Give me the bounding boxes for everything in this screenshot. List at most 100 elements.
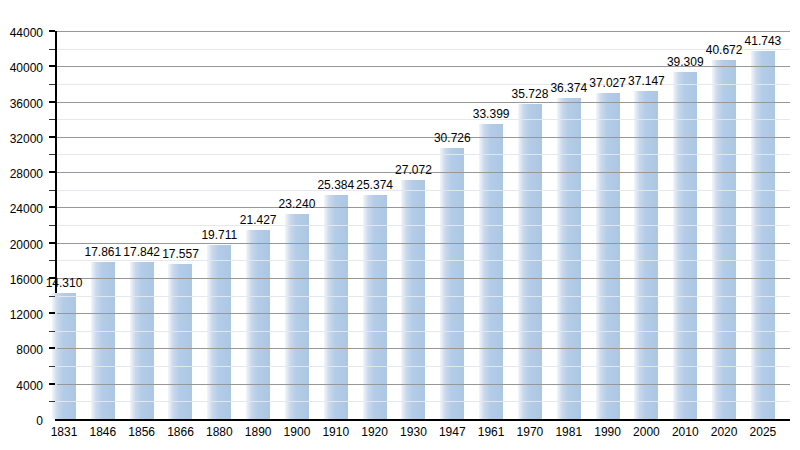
bar	[363, 195, 387, 419]
gridline-major	[57, 137, 790, 138]
y-axis-tick	[49, 101, 55, 103]
y-axis-labels: 0400080001200016000200002400028000320003…	[0, 31, 47, 421]
bar	[634, 91, 658, 419]
y-axis-tick	[49, 49, 55, 50]
y-axis-tick	[49, 331, 55, 332]
x-axis-tick-label: 1920	[361, 426, 388, 438]
y-axis-tick-label: 8000	[16, 344, 43, 356]
bar-value-label: 37.027	[589, 77, 626, 89]
x-axis-tick-label: 2025	[750, 426, 777, 438]
x-axis-tick-label: 1856	[128, 426, 155, 438]
y-axis-tick-label: 36000	[10, 98, 43, 110]
y-axis-tick	[49, 190, 55, 191]
bar	[168, 264, 192, 419]
x-axis-tick-label: 2010	[672, 426, 699, 438]
gridline-minor	[57, 119, 790, 120]
bar	[52, 293, 76, 419]
gridline-minor	[57, 154, 790, 155]
bar	[246, 230, 270, 419]
x-axis-tick-label: 1981	[555, 426, 582, 438]
x-axis-tick-label: 1990	[594, 426, 621, 438]
bar-value-label: 37.147	[628, 75, 665, 87]
bar-value-label: 21.427	[240, 214, 277, 226]
gridline-minor	[57, 296, 790, 297]
x-axis-tick-label: 1880	[206, 426, 233, 438]
x-axis-tick-label: 1846	[89, 426, 116, 438]
bar-value-label: 17.842	[123, 246, 160, 258]
y-axis-tick	[49, 347, 55, 349]
y-axis-tick	[49, 206, 55, 208]
gridline-minor	[57, 331, 790, 332]
bar-value-label: 19.711	[201, 229, 237, 241]
y-axis-tick	[49, 119, 55, 120]
x-axis-tick-label: 1866	[167, 426, 194, 438]
y-axis-tick-label: 24000	[10, 203, 43, 215]
y-axis-tick-label: 4000	[16, 380, 43, 392]
y-axis-tick-label: 40000	[10, 62, 43, 74]
bar-value-label: 23.240	[279, 198, 316, 210]
y-axis-tick-label: 0	[36, 415, 43, 427]
y-axis-tick	[49, 312, 55, 314]
y-axis-tick	[49, 401, 55, 402]
gridline-major	[57, 313, 790, 314]
bar-value-label: 27.072	[395, 164, 432, 176]
gridline-minor	[57, 225, 790, 226]
gridline-minor	[57, 366, 790, 367]
y-axis-tick-label: 44000	[10, 27, 43, 39]
x-axis-tick-label: 1890	[245, 426, 272, 438]
gridline-major	[57, 278, 790, 279]
gridline-major	[57, 207, 790, 208]
y-axis-tick	[49, 366, 55, 367]
gridline-minor	[57, 49, 790, 50]
y-axis-tick	[49, 30, 55, 32]
bar-value-label: 17.557	[162, 248, 199, 260]
bar-value-label: 41.743	[745, 35, 782, 47]
bar	[596, 93, 620, 420]
bar	[324, 195, 348, 419]
population-bar-chart: 0400080001200016000200002400028000320003…	[0, 0, 800, 450]
bar-value-label: 36.374	[550, 82, 587, 94]
bar	[557, 98, 581, 419]
y-axis-tick	[49, 84, 55, 85]
x-axis-tick-label: 1961	[478, 426, 505, 438]
gridline-major	[57, 102, 790, 103]
bar-value-label: 40.672	[706, 44, 743, 56]
bar	[518, 104, 542, 419]
y-axis-tick	[49, 154, 55, 155]
plot-area: 14.310183117.861184617.842185617.5571866…	[55, 31, 790, 421]
bar	[285, 214, 309, 419]
x-axis-tick-label: 1930	[400, 426, 427, 438]
y-axis-tick	[49, 383, 55, 385]
x-axis-tick-label: 1900	[284, 426, 311, 438]
gridline-minor	[57, 401, 790, 402]
bar-value-label: 25.384	[317, 179, 354, 191]
y-axis-tick-label: 20000	[10, 239, 43, 251]
bar-value-label: 25.374	[356, 179, 393, 191]
gridline-major	[57, 243, 790, 244]
x-axis-tick-label: 2020	[711, 426, 738, 438]
gridline-minor	[57, 84, 790, 85]
x-axis-tick-label: 2000	[633, 426, 660, 438]
bar-value-label: 35.728	[512, 88, 549, 100]
bar	[207, 245, 231, 419]
y-axis-tick-label: 16000	[10, 274, 43, 286]
y-axis-tick	[49, 171, 55, 173]
bar-value-label: 33.399	[473, 108, 510, 120]
y-axis-tick-label: 32000	[10, 133, 43, 145]
y-axis-tick	[49, 260, 55, 261]
bar	[479, 124, 503, 419]
y-axis-tick	[49, 136, 55, 138]
gridline-major	[57, 31, 790, 32]
x-axis-tick-label: 1910	[322, 426, 349, 438]
bar	[751, 51, 775, 419]
y-axis-tick	[49, 225, 55, 226]
y-axis-tick	[49, 296, 55, 297]
y-axis-tick	[49, 242, 55, 244]
bar	[130, 262, 154, 419]
y-axis-tick	[49, 65, 55, 67]
gridline-major	[57, 348, 790, 349]
y-axis-tick-label: 28000	[10, 168, 43, 180]
bar-value-label: 39.309	[667, 56, 704, 68]
bar-value-label: 17.861	[84, 246, 121, 258]
gridline-major	[57, 384, 790, 385]
